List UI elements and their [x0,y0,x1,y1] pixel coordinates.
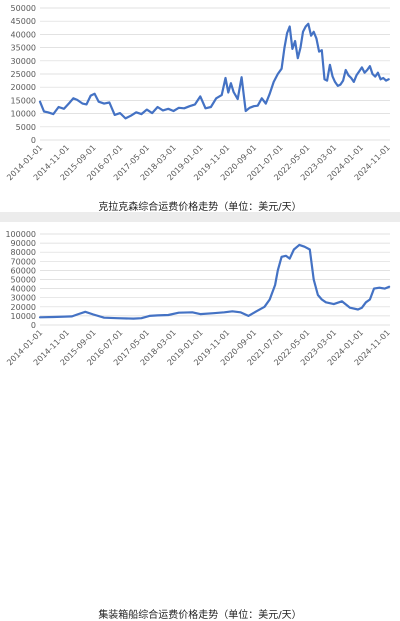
y-tick-label: 100000 [5,230,36,239]
y-tick-label: 80000 [11,248,36,257]
chart-title-top: 克拉克森综合运费价格走势（单位：美元/天） [98,202,302,213]
y-tick-label: 10000 [11,110,36,119]
series-line-1-0 [38,243,391,320]
series-line-0-0 [38,22,390,120]
y-tick-label: 40000 [11,285,36,294]
container-freight-chart: 0100002000030000400005000060000700008000… [5,230,392,367]
y-tick-label: 10000 [11,312,36,321]
y-tick-label: 0 [31,321,36,330]
y-tick-label: 20000 [11,303,36,312]
y-tick-label: 45000 [11,17,36,26]
y-tick-label: 60000 [11,266,36,275]
y-tick-label: 30000 [11,294,36,303]
y-tick-label: 70000 [11,257,36,266]
y-tick-label: 20000 [11,83,36,92]
freight-chart-panel-top: 0 5000 10000 15000 20000 25000 30000 35000 40000… [0,0,400,213]
freight-chart-panel-bottom: 0 10000 20000 30000 40000 50000 60000 70000 8000… [0,222,400,621]
y-tick-label: 50000 [11,4,36,13]
y-tick-label: 35000 [11,44,36,53]
y-tick-label: 50000 [11,276,36,285]
chart-title-bottom: 集装箱船综合运费价格走势（单位：美元/天） [98,610,302,621]
y-tick-label: 30000 [11,57,36,66]
y-tick-label: 5000 [16,123,36,132]
y-tick-label: 15000 [11,96,36,105]
y-tick-label: 0 [31,136,36,145]
y-tick-label: 90000 [11,239,36,248]
y-tick-label: 40000 [11,30,36,39]
chart-divider [0,212,400,222]
clarksons-freight-chart: 0 5000 10000 15000 20000 25000 30000 35000 40000… [5,4,392,182]
y-tick-label: 25000 [11,70,36,79]
